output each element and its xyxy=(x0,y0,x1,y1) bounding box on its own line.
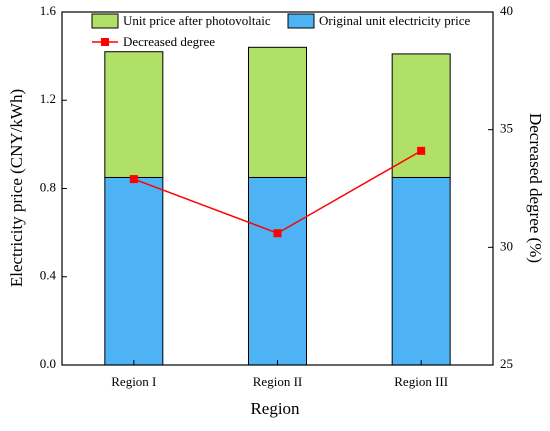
legend-label: Unit price after photovoltaic xyxy=(123,13,271,28)
line-marker xyxy=(129,175,138,184)
y-tick-label: 1.2 xyxy=(40,91,56,106)
bar xyxy=(248,176,307,366)
y-tick-label: 1.6 xyxy=(40,3,57,18)
legend-label: Decreased degree xyxy=(123,34,215,49)
y-axis-label: Electricity price (CNY/kWh) xyxy=(7,89,26,287)
y2-tick-label: 35 xyxy=(500,121,513,136)
line-marker xyxy=(273,229,282,238)
bar xyxy=(391,53,451,178)
bar xyxy=(248,46,307,178)
bar xyxy=(104,51,164,178)
legend-swatch xyxy=(287,13,315,29)
legend-swatch xyxy=(91,13,119,29)
x-tick-label: Region I xyxy=(111,374,156,389)
legend-swatch xyxy=(101,38,109,46)
x-tick-label: Region III xyxy=(394,374,448,389)
y-tick-label: 0.8 xyxy=(40,179,56,194)
y2-tick-label: 40 xyxy=(500,3,513,18)
bar xyxy=(104,176,164,366)
bar xyxy=(391,176,451,366)
y2-tick-label: 25 xyxy=(500,356,513,371)
y-tick-label: 0.4 xyxy=(40,268,57,283)
legend-label: Original unit electricity price xyxy=(319,13,470,28)
y-tick-label: 0.0 xyxy=(40,356,56,371)
x-axis-label: Region xyxy=(250,399,300,418)
plot-frame xyxy=(61,11,494,366)
line-marker xyxy=(417,146,426,155)
y2-axis-label: Decreased degree (%) xyxy=(526,113,545,263)
y2-tick-label: 30 xyxy=(500,238,513,253)
x-tick-label: Region II xyxy=(253,374,302,389)
